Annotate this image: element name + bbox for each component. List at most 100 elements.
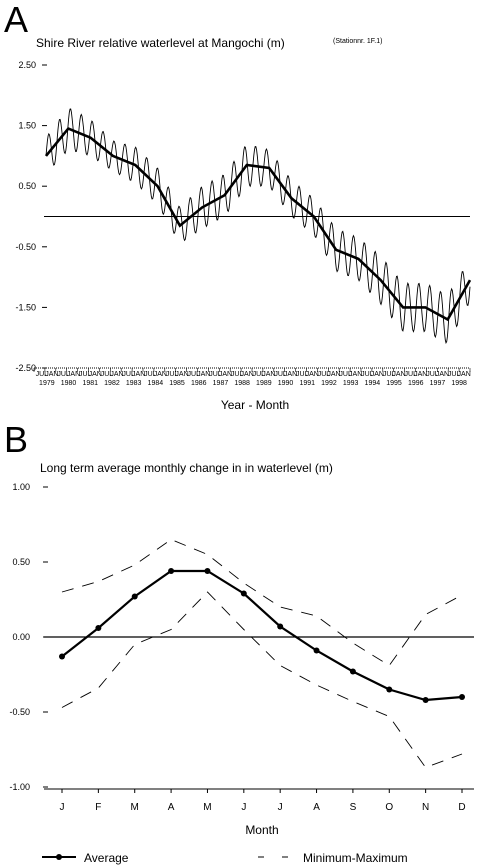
x-month-label: JUL: [188, 371, 201, 378]
average-point: [349, 668, 356, 675]
x-tick-label: A: [168, 802, 175, 813]
x-year-label: 1985: [169, 380, 185, 387]
x-month-label: JUL: [253, 371, 266, 378]
x-month-label: JAN: [262, 371, 275, 378]
x-tick-label: N: [422, 802, 429, 813]
x-month-label: JAN: [436, 371, 449, 378]
panel-b-letter: B: [4, 419, 28, 460]
legend-minmax-label: Minimum-Maximum: [303, 851, 408, 865]
chart-a-title: Shire River relative waterlevel at Mango…: [36, 36, 285, 50]
x-month-label: JAN: [414, 371, 427, 378]
x-month-label: JUL: [448, 371, 461, 378]
y-tick-label: -1.50: [15, 302, 36, 312]
x-month-label: JUL: [166, 371, 179, 378]
y-tick-label: -0.50: [15, 242, 36, 252]
x-month-label: JAN: [154, 371, 167, 378]
x-tick-label: M: [131, 802, 139, 813]
x-year-label: 1980: [61, 380, 77, 387]
x-year-label: 1995: [386, 380, 402, 387]
y-tick-label: 1.00: [12, 482, 30, 492]
panel-a-letter: A: [4, 0, 28, 40]
x-month-label: JUL: [101, 371, 114, 378]
x-year-label: 1998: [451, 380, 467, 387]
x-year-label: 1979: [39, 380, 55, 387]
x-month-label: JUL: [426, 371, 439, 378]
legend-average-label: Average: [84, 851, 129, 865]
x-month-label: JAN: [110, 371, 123, 378]
chart-b-x-label: Month: [245, 823, 278, 837]
x-month-label: JUL: [296, 371, 309, 378]
x-month-label: JUL: [144, 371, 157, 378]
x-month-label: JUL: [318, 371, 331, 378]
average-point: [204, 568, 211, 574]
chart-b-series: [59, 538, 465, 769]
chart-a-title-note: (Stationnr. 1F.1): [333, 38, 382, 45]
average-point: [459, 694, 465, 700]
average-point: [95, 625, 102, 631]
x-month-label: JUL: [209, 371, 222, 378]
x-month-label: JUL: [383, 371, 396, 378]
y-tick-label: 0.50: [18, 181, 36, 191]
x-month-label: JAN: [67, 371, 80, 378]
x-year-label: 1981: [82, 380, 98, 387]
minimum-line: [61, 591, 463, 769]
x-year-label: 1984: [148, 380, 164, 387]
x-tick-label: D: [458, 802, 465, 813]
legend-average-marker: [56, 854, 62, 860]
x-year-label: 1988: [234, 380, 250, 387]
chart-b-y-axis: 1.00 0.50 0.00 -0.50 -1.00: [9, 482, 48, 792]
y-tick-label: -2.50: [15, 363, 36, 373]
chart-a-trend-series: [44, 127, 472, 322]
x-year-label: 1994: [365, 380, 381, 387]
y-tick-label: 0.00: [12, 632, 30, 642]
x-month-label: JAN: [45, 371, 58, 378]
x-month-label: JAN: [89, 371, 102, 378]
average-line: [61, 569, 463, 702]
x-month-label: JUL: [36, 371, 49, 378]
x-month-label: JAN: [241, 371, 254, 378]
x-year-label: 1987: [213, 380, 229, 387]
chart-a-y-axis: 2.50 1.50 0.50 -0.50 -1.50 -2.50: [15, 60, 47, 373]
average-point: [386, 686, 393, 693]
x-tick-label: J: [278, 802, 283, 813]
chart-a-x-label: Year - Month: [221, 398, 289, 412]
x-month-label: JUL: [405, 371, 418, 378]
x-month-label: JUL: [274, 371, 287, 378]
x-year-label: 1986: [191, 380, 207, 387]
x-month-label: JAN: [197, 371, 210, 378]
x-tick-label: J: [60, 802, 65, 813]
average-point: [131, 593, 138, 600]
x-month-label: JAN: [349, 371, 362, 378]
x-year-label: 1992: [321, 380, 337, 387]
x-month-label: JAN: [458, 371, 471, 378]
x-tick-label: O: [385, 802, 393, 813]
x-month-label: JAN: [392, 371, 405, 378]
x-month-label: JAN: [327, 371, 340, 378]
x-tick-label: A: [313, 802, 320, 813]
y-tick-label: 0.50: [12, 557, 30, 567]
chart-b-title: Long term average monthly change in in w…: [40, 461, 333, 475]
average-point: [277, 623, 284, 630]
x-month-label: JUL: [361, 371, 374, 378]
x-year-label: 1990: [278, 380, 294, 387]
x-month-label: JAN: [306, 371, 319, 378]
x-month-label: JAN: [175, 371, 188, 378]
x-month-label: JAN: [371, 371, 384, 378]
x-month-label: JAN: [284, 371, 297, 378]
x-year-label: 1993: [343, 380, 359, 387]
average-point: [168, 568, 175, 574]
y-tick-label: -1.00: [9, 782, 30, 792]
average-point: [240, 590, 247, 597]
x-year-label: 1996: [408, 380, 424, 387]
x-year-label: 1982: [104, 380, 120, 387]
x-tick-label: M: [203, 802, 211, 813]
x-month-label: JUL: [231, 371, 244, 378]
chart-b-legend: Average Minimum-Maximum: [42, 851, 408, 865]
x-month-label: JUL: [122, 371, 135, 378]
x-year-label: 1989: [256, 380, 272, 387]
x-month-label: JUL: [79, 371, 92, 378]
x-tick-label: S: [350, 802, 357, 813]
x-year-label: 1983: [126, 380, 142, 387]
